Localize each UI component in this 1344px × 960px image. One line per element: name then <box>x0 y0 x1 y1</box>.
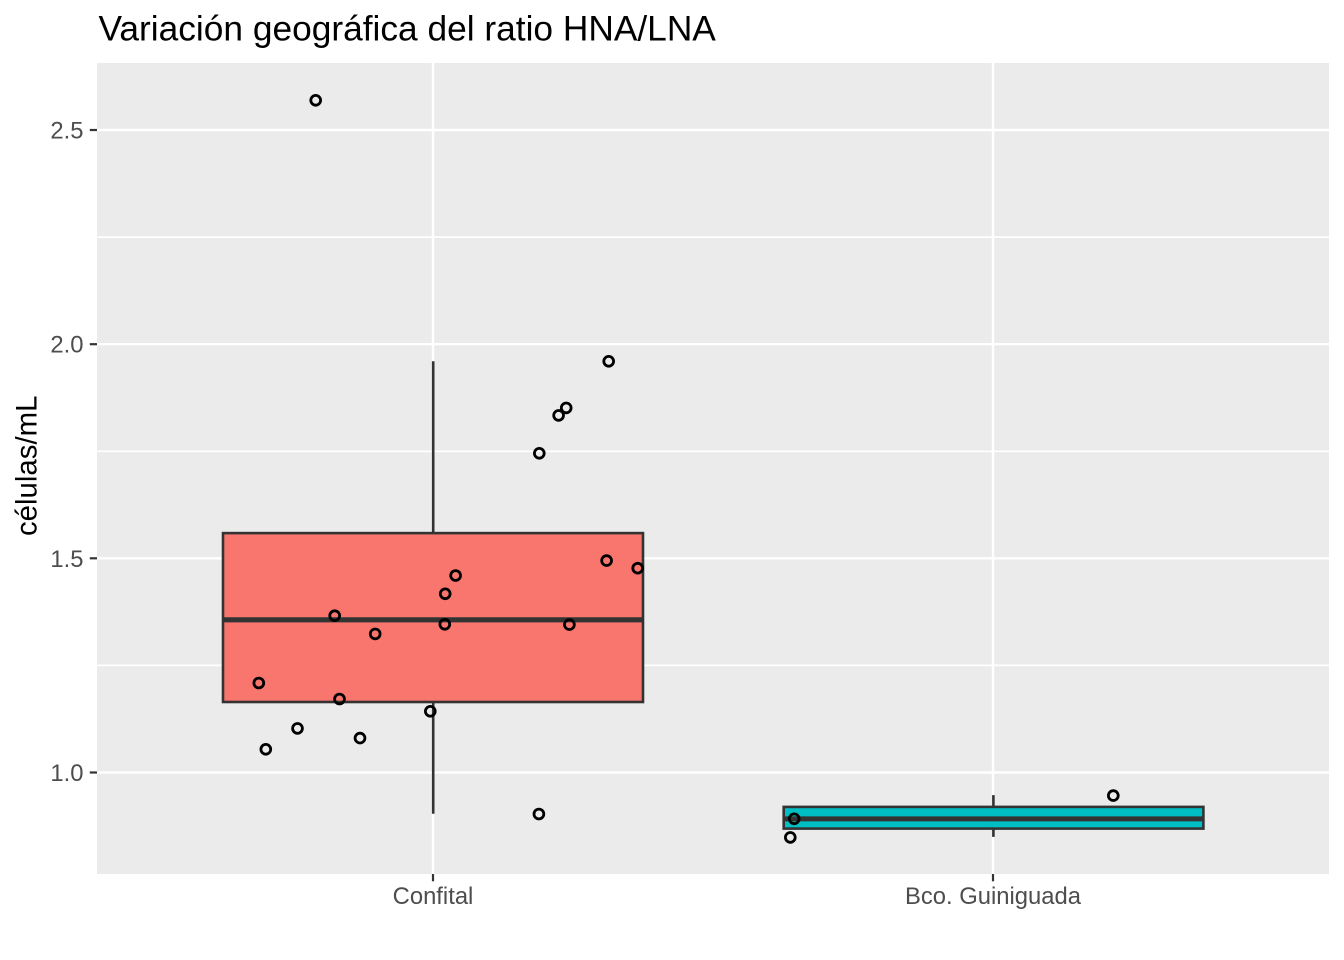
svg-text:2.5: 2.5 <box>50 118 83 145</box>
svg-text:células/mL: células/mL <box>11 396 44 536</box>
svg-text:1.5: 1.5 <box>50 546 83 573</box>
svg-text:Confital: Confital <box>393 883 474 910</box>
svg-text:Variación geográfica del ratio: Variación geográfica del ratio HNA/LNA <box>99 9 717 48</box>
svg-text:Bco. Guiniguada: Bco. Guiniguada <box>905 883 1082 910</box>
svg-text:1.0: 1.0 <box>50 760 83 787</box>
svg-text:2.0: 2.0 <box>50 332 83 359</box>
